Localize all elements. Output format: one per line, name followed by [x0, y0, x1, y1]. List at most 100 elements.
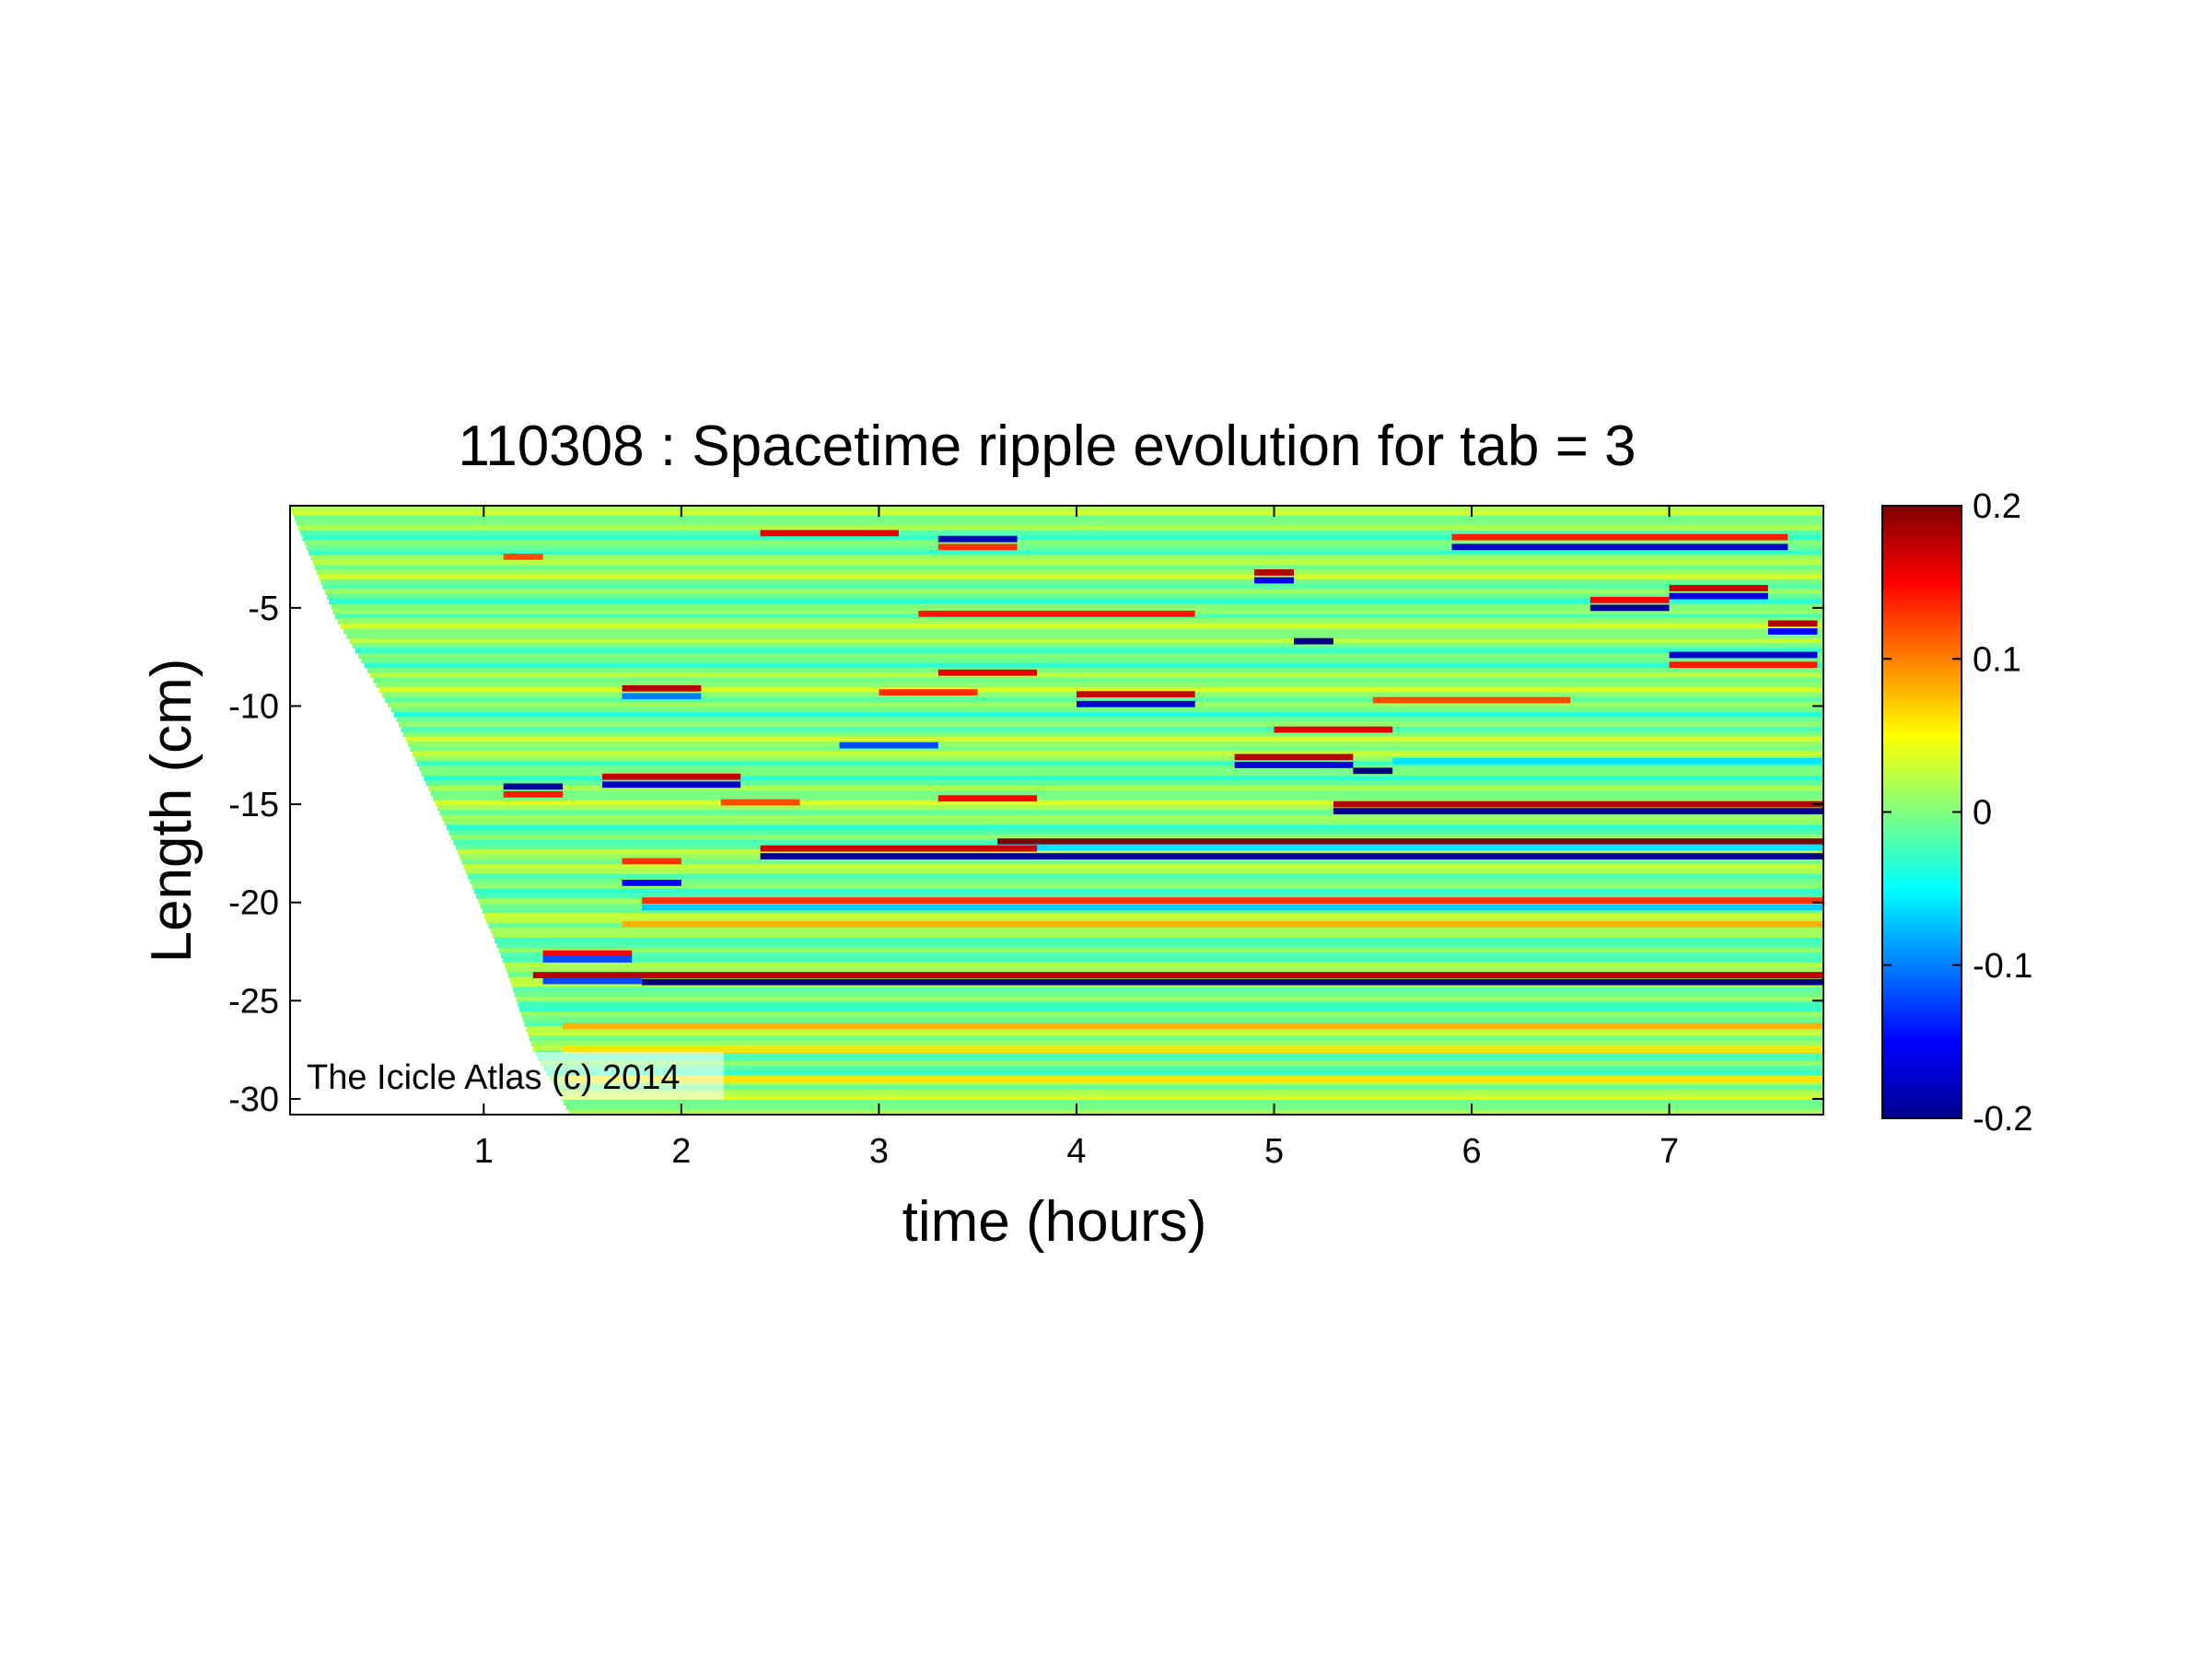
colorbar-tick-label: 0.2: [1973, 487, 2021, 526]
heatmap-row: [457, 849, 1823, 856]
y-tick-label: -5: [248, 590, 279, 628]
heatmap-row: [543, 1065, 1823, 1071]
heatmap-row: [294, 515, 1823, 521]
heatmap-row: [557, 1090, 1823, 1096]
heatmap-row: [425, 780, 1823, 787]
heatmap-row: [373, 677, 1823, 683]
heatmap-row: [343, 628, 1823, 635]
ripple-band: [1353, 767, 1393, 775]
heatmap-row: [358, 652, 1823, 659]
ripple-band: [1669, 585, 1768, 591]
y-tick-label: -15: [228, 786, 279, 824]
colorbar-tick-label: 0: [1973, 794, 1992, 833]
heatmap-row: [552, 1080, 1823, 1086]
ripple-band: [1669, 592, 1768, 600]
ripple-band: [1451, 543, 1788, 551]
heatmap-row: [560, 1094, 1823, 1101]
heatmap-row: [398, 721, 1823, 728]
ripple-band: [622, 684, 702, 692]
heatmap-row: [512, 987, 1823, 993]
ripple-band: [503, 554, 543, 560]
ripple-band: [1589, 596, 1670, 603]
ripple-band: [1451, 533, 1788, 541]
heatmap-row: [461, 859, 1823, 865]
heatmap-row: [437, 805, 1823, 812]
heatmap-row: [435, 800, 1823, 806]
ripple-band: [997, 844, 1823, 851]
heatmap-row: [465, 869, 1823, 875]
ripple-band: [602, 773, 741, 780]
y-tick-label: -30: [228, 1081, 279, 1119]
heatmap-row: [421, 770, 1823, 777]
heatmap-row: [331, 603, 1823, 610]
heatmap-row: [304, 540, 1823, 546]
colorbar-tick-label: 0.1: [1973, 640, 2021, 679]
colorbar-tick-label: -0.1: [1973, 947, 2032, 986]
heatmap-row: [416, 761, 1823, 767]
ripple-band: [622, 920, 1823, 928]
heatmap-row: [316, 569, 1823, 576]
heatmap-row: [530, 1041, 1823, 1047]
heatmap-row: [500, 952, 1823, 959]
heatmap-row: [412, 751, 1823, 757]
y-tick-label: -25: [228, 982, 279, 1021]
ripple-band: [1333, 800, 1823, 808]
heatmap-row: [470, 879, 1823, 885]
heatmap-row: [541, 1060, 1823, 1067]
x-tick-label: 2: [671, 1132, 691, 1171]
ripple-band: [1254, 569, 1294, 576]
ripple-band: [503, 791, 564, 798]
heatmap-row: [522, 1016, 1823, 1022]
ripple-band: [542, 956, 633, 963]
heatmap-row: [448, 829, 1823, 835]
y-axis: -5 -10 -15 -20 -25 -30: [228, 590, 1823, 1119]
heatmap-row: [424, 776, 1823, 782]
heatmap-row: [390, 707, 1823, 713]
ripple-band: [937, 543, 1018, 551]
heatmap-row: [410, 746, 1823, 753]
heatmap-row: [407, 741, 1823, 747]
ripple-band: [641, 897, 1823, 904]
heatmap-row: [563, 1100, 1823, 1106]
ripple-band: [760, 853, 1823, 859]
ripple-band: [563, 1022, 1823, 1030]
x-axis: 1 2 3 4 5 6 7: [474, 506, 1679, 1171]
heatmap-row: [439, 810, 1823, 816]
heatmap-row: [326, 594, 1823, 601]
heatmap-row: [433, 795, 1823, 801]
heatmap-row: [483, 913, 1823, 919]
heatmap-row: [401, 726, 1823, 732]
x-tick-label: 4: [1066, 1132, 1086, 1171]
ripple-band: [839, 742, 938, 749]
ripple-band: [1767, 620, 1818, 627]
heatmap-row: [324, 589, 1823, 595]
annotation-box: [300, 1052, 724, 1100]
ripple-band: [1589, 604, 1670, 612]
heatmap-row: [346, 633, 1823, 639]
heatmap-row: [322, 584, 1823, 590]
heatmap-area: [290, 506, 1823, 1115]
ripple-band: [641, 978, 1823, 986]
y-tick-label: -10: [228, 687, 279, 726]
heatmap-row: [430, 790, 1823, 797]
heatmap-row: [337, 618, 1823, 625]
heatmap-row: [495, 938, 1823, 944]
heatmap-row: [468, 873, 1823, 880]
heatmap-row: [516, 997, 1823, 1003]
heatmap-row: [329, 599, 1823, 605]
heatmap-row: [529, 1035, 1823, 1042]
heatmap-row: [292, 510, 1823, 517]
heatmap-row: [290, 506, 1823, 512]
heatmap-row: [314, 565, 1823, 571]
heatmap-row: [361, 658, 1823, 664]
heatmap-row: [518, 1001, 1823, 1008]
heatmap-row: [378, 687, 1823, 694]
heatmap-row: [396, 717, 1823, 723]
heatmap-row: [538, 1056, 1823, 1062]
annotation-text: The Icicle Atlas (c) 2014: [307, 1058, 681, 1097]
colorbar-tick-label: -0.2: [1973, 1100, 2032, 1139]
ripple-band: [1234, 754, 1354, 761]
heatmap-row: [298, 525, 1823, 532]
ripple-band: [1392, 757, 1823, 765]
